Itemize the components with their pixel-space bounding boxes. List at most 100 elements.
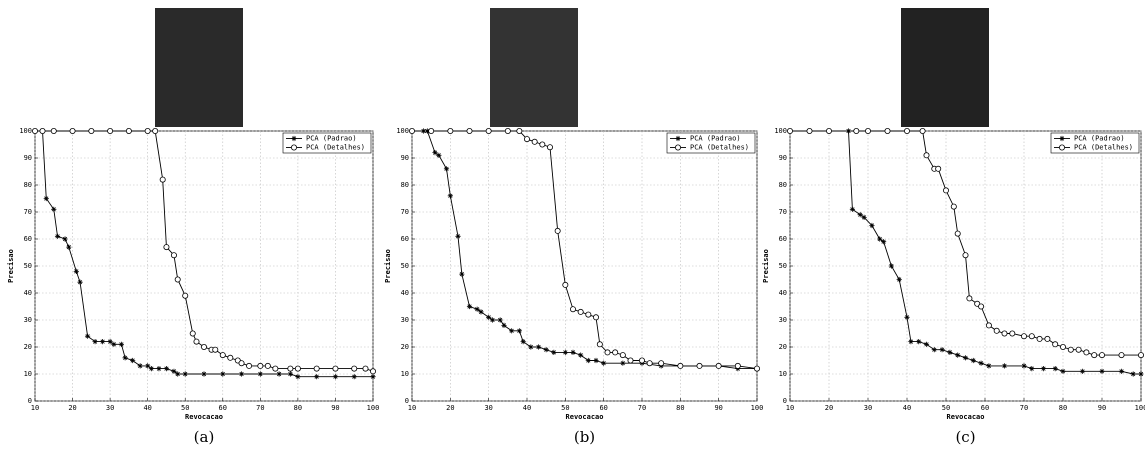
- circle-marker: [170, 252, 177, 259]
- circle-marker: [962, 252, 969, 259]
- x-tick-label: 20: [825, 404, 833, 412]
- circle-marker: [754, 365, 760, 372]
- star-marker: [111, 341, 117, 347]
- circle-marker: [627, 357, 634, 364]
- circle-marker: [993, 327, 1000, 334]
- star-marker: [888, 263, 894, 269]
- star-marker: [931, 347, 937, 353]
- star-marker: [601, 360, 607, 366]
- star-marker: [1040, 366, 1047, 372]
- star-marker: [276, 371, 282, 377]
- star-marker: [432, 150, 438, 156]
- star-marker: [238, 371, 245, 377]
- circle-marker: [853, 128, 860, 134]
- x-tick-label: 100: [751, 404, 764, 412]
- circle-marker: [50, 128, 57, 134]
- star-marker: [520, 339, 526, 345]
- star-marker: [92, 339, 98, 345]
- circle-marker: [658, 360, 665, 367]
- legend-marker: [675, 135, 681, 142]
- circle-marker: [182, 292, 189, 299]
- circle-marker: [787, 128, 793, 134]
- star-marker: [474, 306, 480, 312]
- star-marker: [861, 214, 867, 220]
- y-axis-label: Precisao: [7, 249, 15, 283]
- star-marker: [978, 360, 984, 366]
- star-marker: [620, 360, 626, 366]
- star-marker: [970, 357, 976, 364]
- legend-label: PCA (Padrao): [1074, 135, 1125, 143]
- circle-marker: [1067, 346, 1074, 353]
- circle-marker: [1060, 343, 1067, 350]
- caption: (c): [955, 428, 975, 446]
- circle-marker: [144, 128, 151, 134]
- circle-marker: [516, 128, 523, 134]
- x-tick-label: 30: [864, 404, 872, 412]
- star-marker: [54, 233, 61, 239]
- x-tick-label: 90: [331, 404, 339, 412]
- y-axis-label: Precisao: [762, 249, 770, 283]
- y-axis-label: Precisao: [384, 249, 392, 283]
- circle-marker: [884, 128, 891, 134]
- x-tick-label: 70: [638, 404, 646, 412]
- star-marker: [295, 374, 301, 380]
- star-marker: [443, 166, 450, 172]
- star-marker: [1029, 366, 1035, 372]
- star-marker: [163, 366, 170, 372]
- x-tick-label: 70: [256, 404, 264, 412]
- star-marker: [1138, 371, 1144, 377]
- circle-marker: [504, 128, 511, 134]
- x-tick-label: 30: [484, 404, 492, 412]
- star-marker: [62, 236, 68, 242]
- x-tick-label: 60: [599, 404, 607, 412]
- y-tick-label: 50: [779, 262, 787, 270]
- x-tick-label: 50: [561, 404, 569, 412]
- star-marker: [287, 371, 293, 377]
- y-tick-label: 100: [396, 127, 409, 135]
- x-tick-label: 100: [367, 404, 380, 412]
- star-marker: [51, 206, 57, 212]
- circle-marker: [531, 138, 538, 145]
- star-marker: [947, 349, 953, 355]
- y-tick-label: 70: [24, 208, 32, 216]
- circle-marker: [935, 165, 942, 172]
- circle-marker: [524, 136, 531, 143]
- x-tick-label: 70: [1020, 404, 1028, 412]
- circle-marker: [174, 276, 181, 283]
- star-marker: [908, 339, 914, 345]
- y-tick-label: 90: [401, 154, 409, 162]
- star-marker: [501, 322, 507, 328]
- circle-marker: [562, 281, 569, 288]
- circle-marker: [1118, 352, 1125, 359]
- circle-marker: [585, 311, 592, 318]
- circle-marker: [294, 365, 301, 372]
- star-marker: [156, 366, 162, 372]
- circle-marker: [1052, 341, 1059, 348]
- circle-marker: [1009, 330, 1016, 337]
- star-marker: [459, 271, 465, 277]
- star-marker: [489, 317, 496, 323]
- x-tick-label: 10: [31, 404, 39, 412]
- star-marker: [497, 317, 503, 323]
- y-tick-label: 70: [401, 208, 409, 216]
- x-axis-label: Revocacao: [566, 413, 604, 421]
- star-marker: [904, 314, 910, 320]
- star-marker: [77, 279, 83, 285]
- circle-marker: [69, 128, 76, 134]
- y-tick-label: 10: [24, 370, 32, 378]
- legend-marker: [675, 144, 682, 151]
- star-marker: [171, 368, 177, 374]
- star-marker: [916, 339, 922, 345]
- y-tick-label: 80: [401, 181, 409, 189]
- circle-marker: [1075, 346, 1082, 353]
- face-photo: [490, 8, 578, 127]
- circle-marker: [272, 365, 279, 372]
- x-tick-label: 30: [106, 404, 114, 412]
- y-tick-label: 0: [405, 397, 409, 405]
- circle-marker: [1083, 349, 1090, 356]
- x-tick-label: 60: [981, 404, 989, 412]
- circle-marker: [428, 128, 435, 134]
- x-tick-label: 50: [942, 404, 950, 412]
- legend-label: PCA (Detalhes): [690, 144, 749, 152]
